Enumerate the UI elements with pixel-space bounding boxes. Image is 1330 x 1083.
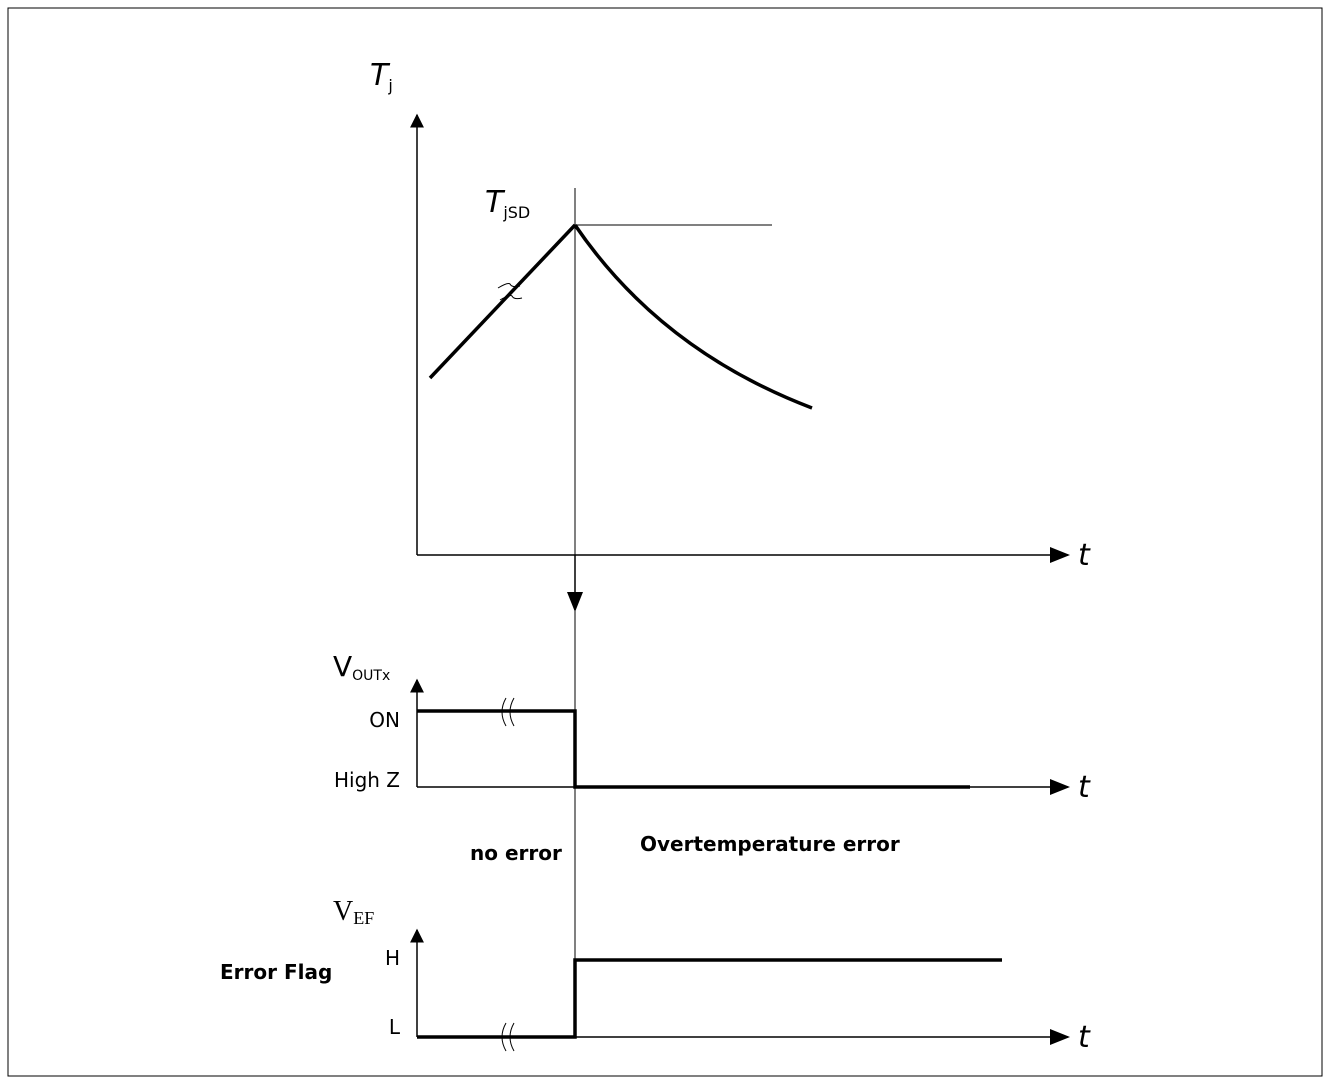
flag-signal bbox=[417, 958, 1002, 1039]
axis-label: VOUTx bbox=[333, 650, 390, 684]
frame bbox=[7, 7, 1323, 1077]
state-label: no error bbox=[470, 841, 562, 865]
level-label: H bbox=[385, 946, 400, 970]
time-label: t bbox=[1078, 1020, 1091, 1055]
level-label: High Z bbox=[334, 768, 400, 792]
time-label: t bbox=[1078, 538, 1091, 573]
break-mark bbox=[501, 697, 515, 727]
tj-chart: Tj t TjSD bbox=[370, 58, 1091, 1037]
level-label: L bbox=[389, 1015, 401, 1039]
state-label: Overtemperature error bbox=[640, 832, 900, 856]
level-label: ON bbox=[369, 708, 400, 732]
vef-chart: VEF H L Error Flag t bbox=[220, 896, 1091, 1055]
vout-chart: VOUTx ON High Z t no error Overtemperatu… bbox=[333, 650, 1091, 865]
cooling-curve bbox=[573, 224, 813, 410]
break-mark bbox=[497, 283, 523, 301]
rising-temp bbox=[428, 223, 577, 380]
axis-label: Tj bbox=[370, 58, 393, 95]
output-signal bbox=[417, 709, 970, 789]
threshold-label: TjSD bbox=[485, 185, 530, 222]
time-label: t bbox=[1078, 770, 1091, 805]
break-mark bbox=[501, 1022, 515, 1052]
axis-label: VEF bbox=[333, 896, 374, 928]
signal-name: Error Flag bbox=[220, 960, 332, 984]
